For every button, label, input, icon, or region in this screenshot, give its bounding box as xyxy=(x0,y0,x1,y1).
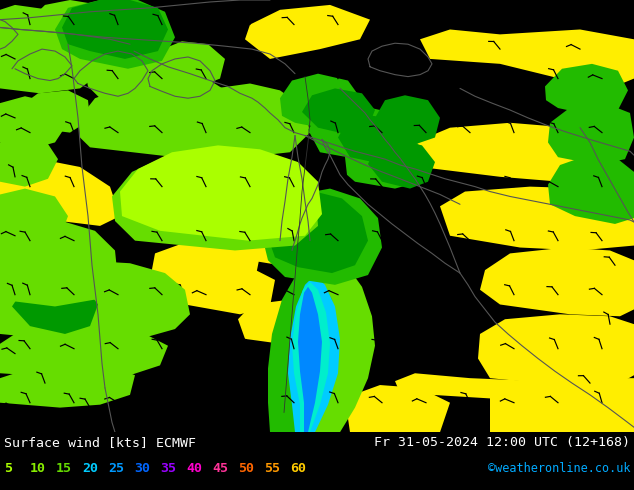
Text: 50: 50 xyxy=(238,462,254,475)
Polygon shape xyxy=(245,5,370,59)
Polygon shape xyxy=(262,189,382,285)
Polygon shape xyxy=(0,260,190,342)
Polygon shape xyxy=(268,267,338,432)
Polygon shape xyxy=(490,393,634,432)
Polygon shape xyxy=(0,189,68,247)
Polygon shape xyxy=(62,0,168,59)
Polygon shape xyxy=(0,364,135,408)
Polygon shape xyxy=(420,29,634,88)
Text: 5: 5 xyxy=(4,462,12,475)
Text: 45: 45 xyxy=(212,462,228,475)
Text: 55: 55 xyxy=(264,462,280,475)
Polygon shape xyxy=(112,147,318,250)
Polygon shape xyxy=(120,146,322,241)
Polygon shape xyxy=(548,103,634,165)
Polygon shape xyxy=(30,0,115,49)
Polygon shape xyxy=(282,263,375,432)
Text: Surface wind [kts] ECMWF: Surface wind [kts] ECMWF xyxy=(4,436,196,449)
Polygon shape xyxy=(308,103,395,159)
Polygon shape xyxy=(415,123,600,182)
Text: 35: 35 xyxy=(160,462,176,475)
Polygon shape xyxy=(160,157,300,216)
Text: 10: 10 xyxy=(30,462,46,475)
Polygon shape xyxy=(18,90,90,133)
Polygon shape xyxy=(292,282,330,432)
Polygon shape xyxy=(78,76,245,157)
Text: 60: 60 xyxy=(290,462,306,475)
Polygon shape xyxy=(280,74,362,130)
Polygon shape xyxy=(345,133,428,189)
Polygon shape xyxy=(298,287,322,432)
Polygon shape xyxy=(0,228,58,277)
Text: 25: 25 xyxy=(108,462,124,475)
Polygon shape xyxy=(268,192,368,273)
Text: Fr 31-05-2024 12:00 UTC (12+168): Fr 31-05-2024 12:00 UTC (12+168) xyxy=(374,436,630,449)
Polygon shape xyxy=(0,96,68,149)
Polygon shape xyxy=(55,0,175,69)
Polygon shape xyxy=(480,247,634,316)
Polygon shape xyxy=(238,299,320,346)
Polygon shape xyxy=(0,218,118,306)
Polygon shape xyxy=(302,88,375,135)
Polygon shape xyxy=(338,115,408,164)
Polygon shape xyxy=(478,314,634,385)
Polygon shape xyxy=(0,5,70,54)
Polygon shape xyxy=(0,157,120,226)
Polygon shape xyxy=(375,95,440,145)
Text: 40: 40 xyxy=(186,462,202,475)
Polygon shape xyxy=(368,140,435,189)
Polygon shape xyxy=(195,211,320,265)
Polygon shape xyxy=(85,49,175,103)
Polygon shape xyxy=(12,280,98,334)
Polygon shape xyxy=(0,136,58,187)
Polygon shape xyxy=(548,155,634,224)
Polygon shape xyxy=(150,241,260,290)
Polygon shape xyxy=(0,326,168,378)
Polygon shape xyxy=(0,29,100,93)
Text: 30: 30 xyxy=(134,462,150,475)
Polygon shape xyxy=(440,187,634,250)
Polygon shape xyxy=(170,83,310,157)
Polygon shape xyxy=(345,385,450,432)
Polygon shape xyxy=(288,275,340,432)
Text: 15: 15 xyxy=(56,462,72,475)
Polygon shape xyxy=(545,64,628,116)
Polygon shape xyxy=(145,41,225,88)
Text: 20: 20 xyxy=(82,462,98,475)
Polygon shape xyxy=(180,267,275,314)
Text: ©weatheronline.co.uk: ©weatheronline.co.uk xyxy=(488,462,630,475)
Polygon shape xyxy=(395,373,634,403)
